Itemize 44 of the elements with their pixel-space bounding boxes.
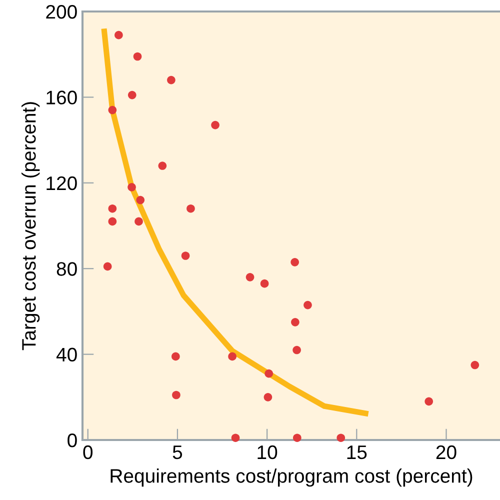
point: [133, 52, 142, 61]
point: [128, 183, 136, 192]
point: [336, 434, 346, 442]
point: [167, 76, 176, 84]
point: [186, 204, 195, 213]
y-tick-label: 80: [56, 262, 77, 276]
point: [114, 30, 123, 40]
point: [108, 217, 117, 226]
point: [158, 162, 167, 170]
y-tick-label: 200: [46, 4, 77, 19]
point: [246, 273, 254, 282]
point: [172, 352, 180, 361]
x-tick-label: 20: [436, 445, 456, 460]
x-tick-label: 5: [172, 446, 182, 460]
y-tick-label: 0: [68, 433, 77, 448]
point: [136, 196, 145, 204]
point: [228, 352, 236, 361]
point: [290, 258, 299, 266]
point: [264, 392, 272, 402]
y-tick-label: 160: [46, 90, 77, 104]
point: [172, 390, 180, 400]
point: [231, 434, 240, 442]
point: [291, 318, 300, 326]
point: [181, 252, 190, 260]
x-tick-label: 10: [258, 445, 278, 460]
point: [103, 262, 112, 271]
x-axis-title: Requirements cost/program cost (percent): [110, 468, 472, 487]
point: [292, 434, 302, 442]
point: [292, 346, 301, 354]
point: [260, 279, 269, 288]
point: [134, 217, 143, 226]
y-axis-title: Target cost overrun (percent): [22, 102, 40, 350]
point: [470, 360, 480, 370]
point: [211, 120, 220, 130]
point: [264, 369, 274, 378]
point: [128, 90, 136, 100]
point: [304, 300, 312, 310]
point: [108, 106, 117, 114]
point: [424, 397, 434, 406]
y-tick-label: 120: [46, 176, 77, 190]
x-tick-label: 15: [347, 446, 367, 460]
y-tick-label: 40: [56, 348, 77, 362]
x-tick-label: 0: [83, 445, 93, 460]
point: [108, 204, 117, 213]
